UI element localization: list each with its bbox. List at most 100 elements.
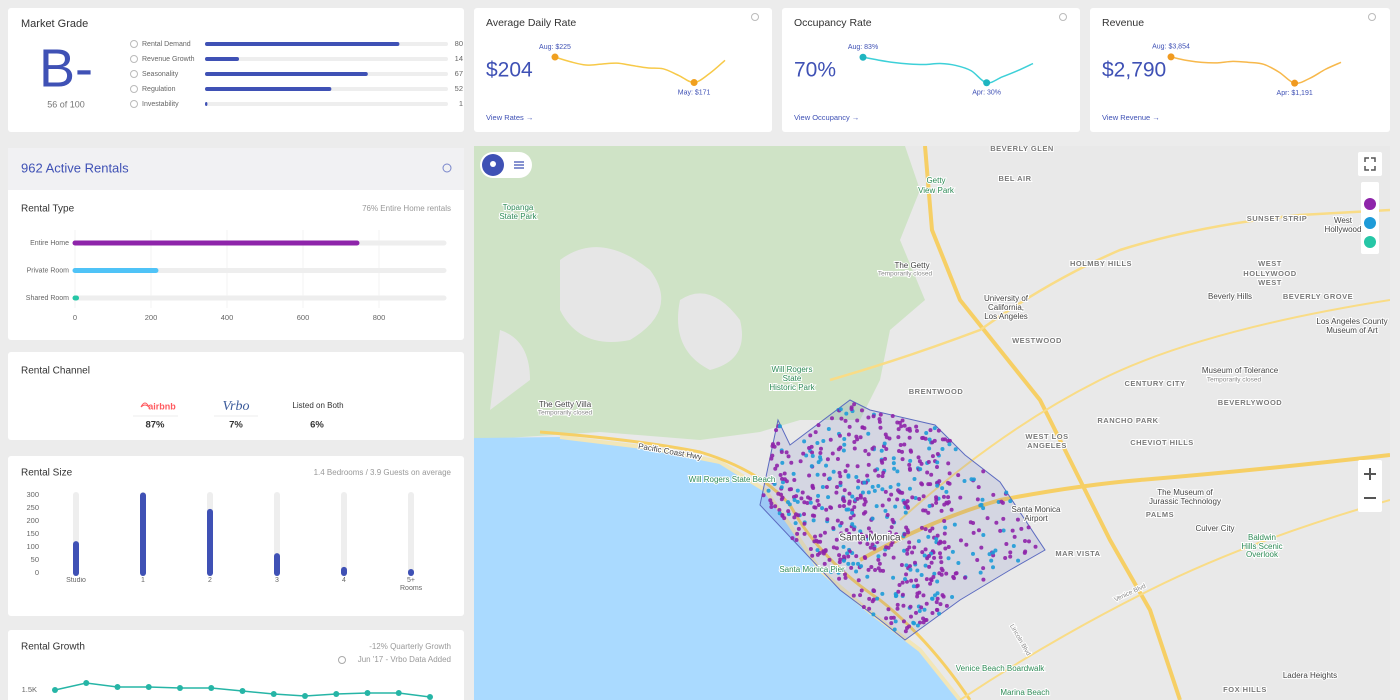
rental-dot [859,408,864,413]
rental-dot [887,497,892,502]
rental-dot [779,492,784,497]
layer-button[interactable] [1364,236,1376,248]
rental-dot [846,561,851,566]
rental-dot [920,550,925,555]
map-label: Beverly Hills [1208,292,1252,301]
map-label: BEVERLYWOOD [1218,398,1282,407]
rental-dot [919,573,924,578]
rental-dot [794,494,799,499]
rental-dot [998,528,1003,533]
layer-button[interactable] [1364,217,1376,229]
rental-dot [876,473,881,478]
rental-dot [905,547,910,552]
rental-dot [915,594,920,599]
rental-dot [929,472,934,477]
rental-dot [828,437,833,442]
rental-dot [804,453,809,458]
rental-dot [999,499,1004,504]
rental-dot [838,407,843,412]
rental-dot [798,459,803,464]
rental-dot [824,463,829,468]
rental-dot [981,469,986,474]
rental-dot [897,489,902,494]
pin-icon [490,161,496,167]
rental-dot [772,481,777,486]
rental-dot [834,490,839,495]
zoom-in[interactable] [1364,468,1376,480]
rental-dot [1015,517,1020,522]
rental-dot [858,540,863,545]
rental-dot [859,588,864,593]
card-title: Rental Type [21,204,75,215]
rental-dot [856,561,861,566]
kpi-link: View Occupancy → [794,113,859,122]
info-icon [751,13,759,21]
map-label: Santa Monica [1012,505,1061,514]
rental-dot [917,496,922,501]
ocean [474,437,960,700]
point [333,691,340,697]
rental-dot [826,426,831,431]
rental-dot [845,551,850,556]
rental-dot [994,520,999,525]
info-icon [130,100,138,108]
list-view-button[interactable] [514,161,524,169]
rental-dot [947,471,952,476]
rental-dot [892,627,897,632]
rental-dot [826,495,831,500]
rental-dot [849,406,854,411]
rental-dot [927,564,932,569]
rental-dot [852,505,857,510]
layer-button[interactable] [1364,198,1376,210]
rental-dot [1023,549,1028,554]
rental-dot [909,449,914,454]
rental-dot [907,466,912,471]
rental-dot [949,507,954,512]
map-label: Will Rogers State Beach [689,475,776,484]
fullscreen-button[interactable] [1358,152,1382,176]
info-icon [130,40,138,48]
bar [205,102,208,106]
point-label: Aug: $3,854 [1152,44,1190,51]
market-boundary [759,399,1046,641]
map-label: Los Angeles County [1316,317,1387,326]
metric-label: Investability [142,101,179,108]
rental-dot [843,575,848,580]
value-label: 52 [455,84,463,93]
rental-dot [975,497,980,502]
rental-dot [934,464,939,469]
channel-name: Listed on Both [292,401,343,410]
rental-dot [849,565,854,570]
rental-dot [915,568,920,573]
rental-dot [903,577,908,582]
rental-dot [907,435,912,440]
rental-dot [896,482,901,487]
channel-name: Vrbo [223,399,250,414]
rental-dot [956,560,961,565]
rental-dot [1026,539,1031,544]
card [474,8,772,132]
rental-dot [834,537,839,542]
rental-dot [856,578,861,583]
rental-dot [817,551,822,556]
info-icon [130,55,138,63]
card-header [8,148,464,190]
rental-dot [969,477,974,482]
rental-dot [821,439,826,444]
rental-dot [936,541,941,546]
rental-dot [930,596,935,601]
x-tick-text: 5+ Rooms [400,577,423,592]
rental-dot [900,580,905,585]
rental-dot [844,528,849,533]
rental-dot [808,433,813,438]
rental-dot [913,496,918,501]
rental-dot [939,560,944,565]
rental-dot [893,619,898,624]
info-icon[interactable] [442,163,452,173]
rental-dot [859,532,864,537]
rental-dot [944,489,949,494]
rental-dot [930,440,935,445]
rental-dot [795,499,800,504]
